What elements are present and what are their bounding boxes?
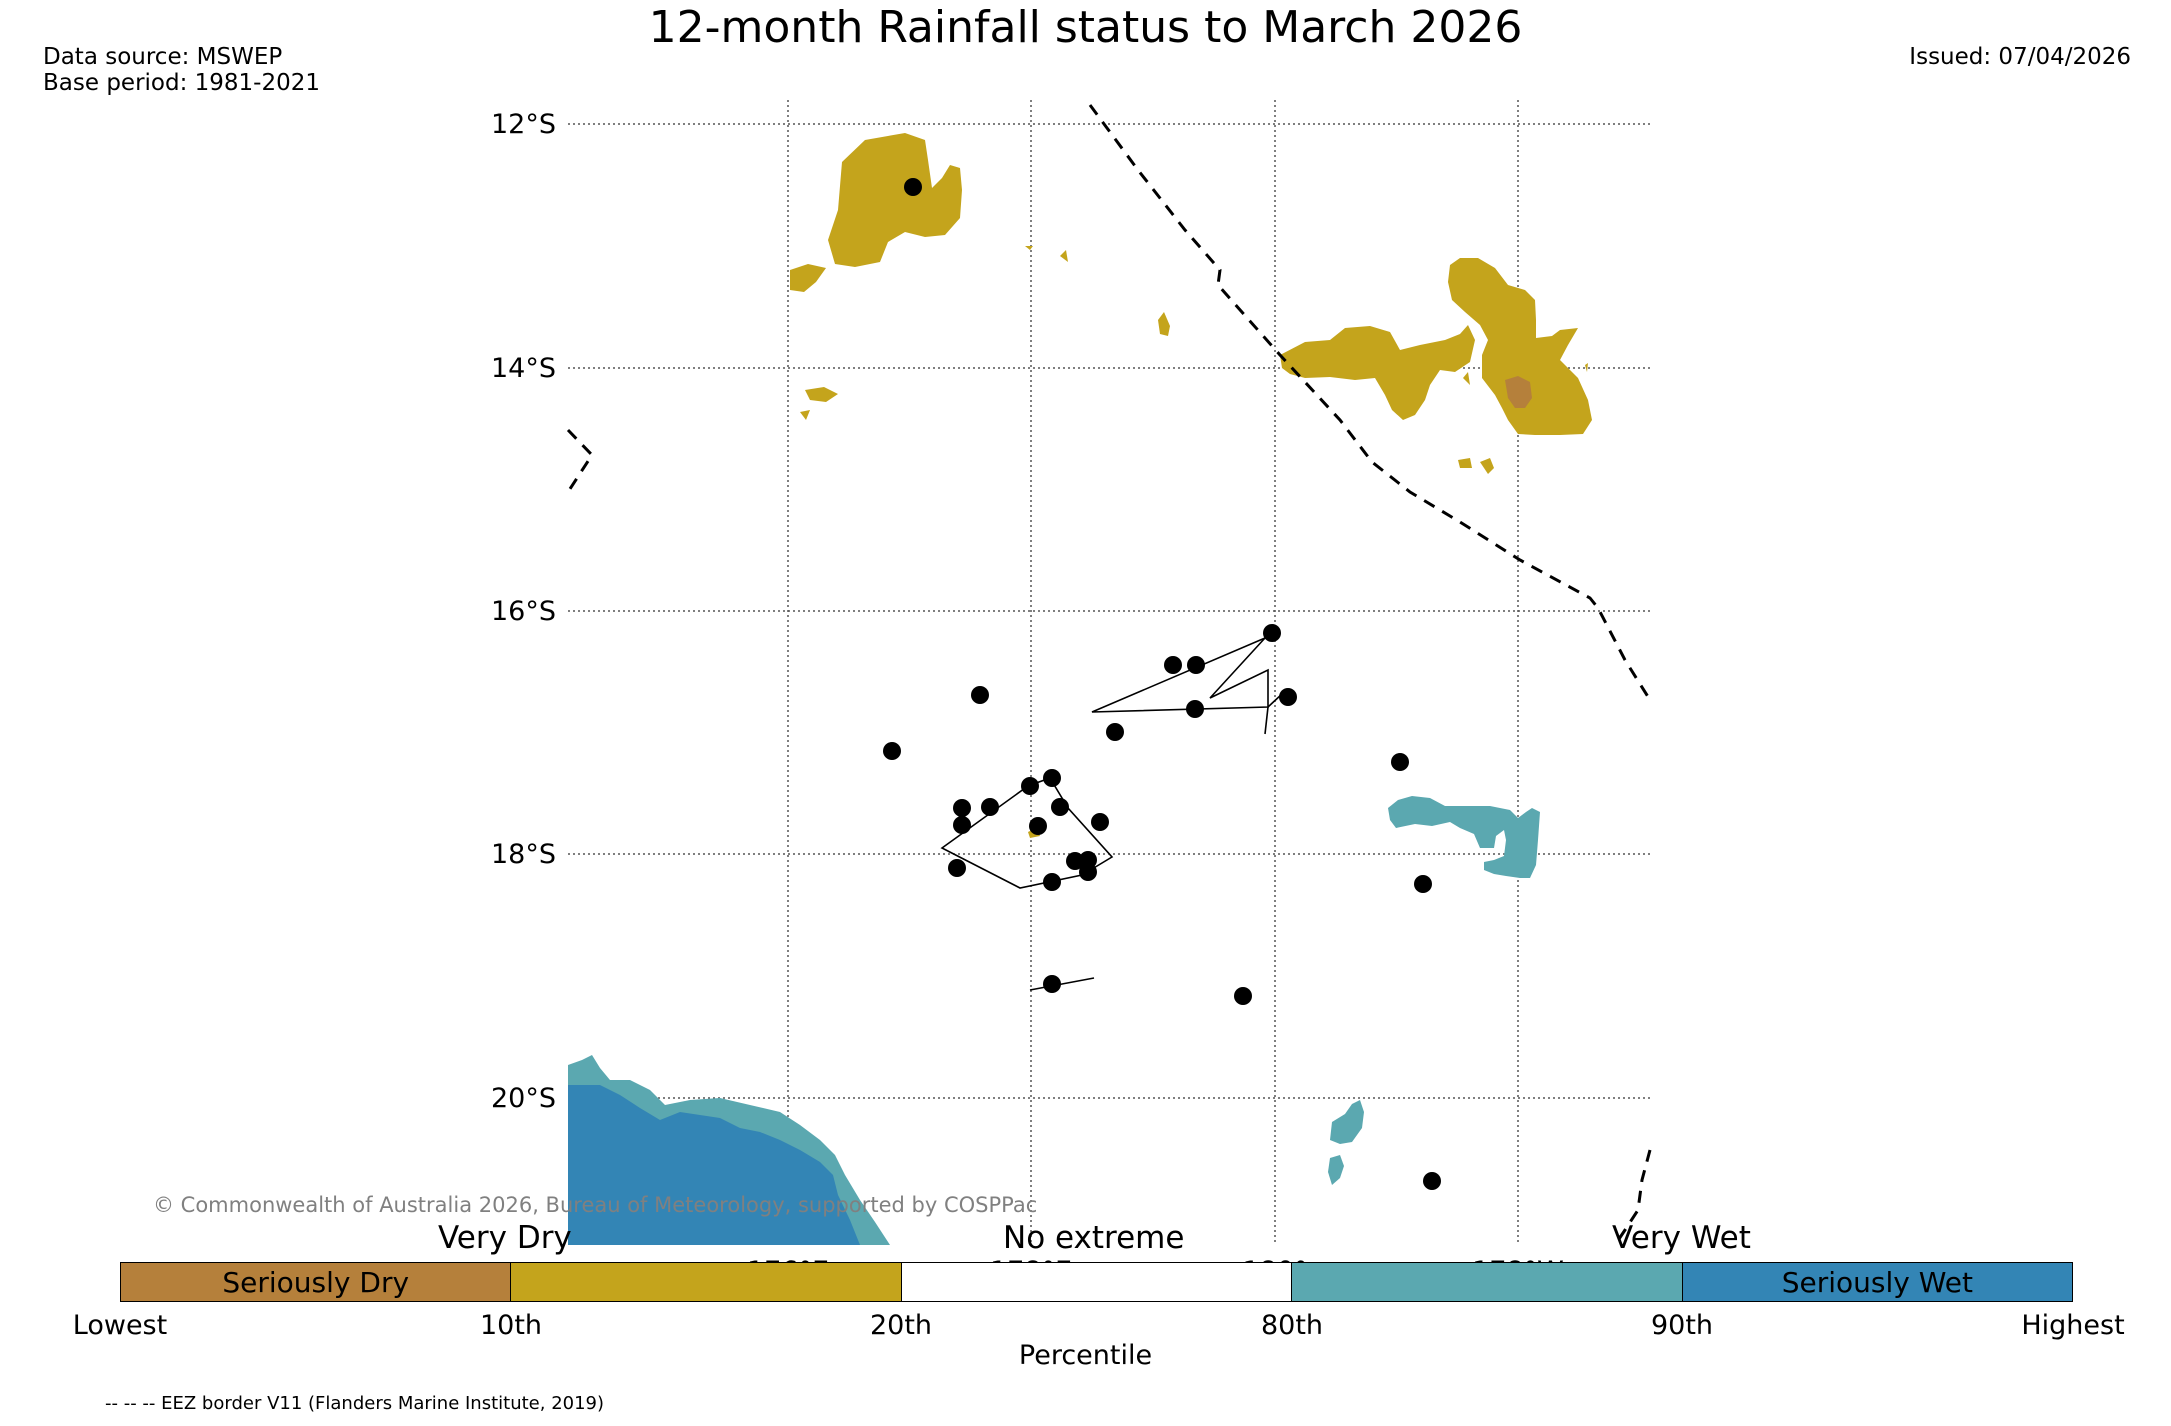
station-marker [981,798,999,816]
very-dry-areas [790,133,1170,838]
station-marker [1079,863,1097,881]
very-dry-areas-east [1280,258,1592,474]
data-source: Data source: MSWEP [43,44,283,70]
station-marker [904,178,922,196]
station-marker [1051,798,1069,816]
legend-segment-label: Seriously Wet [1781,1265,1973,1299]
station-marker [1414,875,1432,893]
legend-segment-label: Seriously Dry [222,1265,410,1299]
seriously-wet-areas [568,1085,860,1245]
station-marker [953,816,971,834]
lat-label: 16°S [491,596,556,627]
station-marker [971,686,989,704]
station-marker [948,859,966,877]
legend-tick: 80th [1260,1310,1324,1341]
lat-label: 18°S [491,839,556,870]
station-marker [883,742,901,760]
station-marker [1164,656,1182,674]
copyright-notice: © Commonwealth of Australia 2026, Bureau… [153,1193,1038,1217]
eez-border [566,104,1652,1246]
station-marker [1043,975,1061,993]
legend-segment-very-wet [1292,1263,1683,1301]
station-marker [1043,769,1061,787]
issued-date: Issued: 07/04/2026 [1909,44,2131,70]
lat-label: 14°S [491,353,556,384]
legend-tick: 20th [869,1310,933,1341]
station-marker [1066,852,1084,870]
legend-tick: Highest [2021,1310,2125,1341]
legend-segment-seriously-dry: Seriously Dry [121,1263,512,1301]
eez-footnote: -- -- -- EEZ border V11 (Flanders Marine… [105,1393,605,1414]
station-marker [1091,813,1109,831]
legend-category-neutral: No extreme [1003,1220,1185,1256]
legend-tick: 90th [1650,1310,1714,1341]
base-period: Base period: 1981-2021 [43,70,321,96]
station-marker [1043,873,1061,891]
station-marker [1021,777,1039,795]
station-marker [1186,700,1204,718]
legend-tick: Lowest [72,1310,168,1341]
legend-segment-very-dry [511,1263,902,1301]
legend-segment-no-extreme [901,1263,1293,1301]
legend-tick: 10th [479,1310,543,1341]
data-source-info: Data source: MSWEP Base period: 1981-202… [43,44,320,96]
station-marker [1279,688,1297,706]
legend-segment-seriously-wet: Seriously Wet [1682,1263,2073,1301]
lat-label: 12°S [491,109,556,140]
station-marker [953,799,971,817]
station-marker [1106,723,1124,741]
station-marker [1423,1172,1441,1190]
station-marker [1391,753,1409,771]
legend-axis-label: Percentile [1018,1340,1153,1371]
lat-label: 20°S [491,1083,556,1114]
legend-category-dry: Very Dry [438,1220,572,1256]
station-marker [1029,817,1047,835]
station-marker [1263,624,1281,642]
station-markers [883,178,1441,1190]
legend-colorbar: Seriously Dry Seriously Wet [120,1262,2073,1302]
station-marker [1234,987,1252,1005]
legend-category-wet: Very Wet [1612,1220,1751,1256]
seriously-dry-areas [1505,376,1532,408]
page-title: 12-month Rainfall status to March 2026 [648,2,1523,53]
latitude-labels: 12°S 14°S 16°S 18°S 20°S [491,109,556,1114]
station-marker [1187,656,1205,674]
